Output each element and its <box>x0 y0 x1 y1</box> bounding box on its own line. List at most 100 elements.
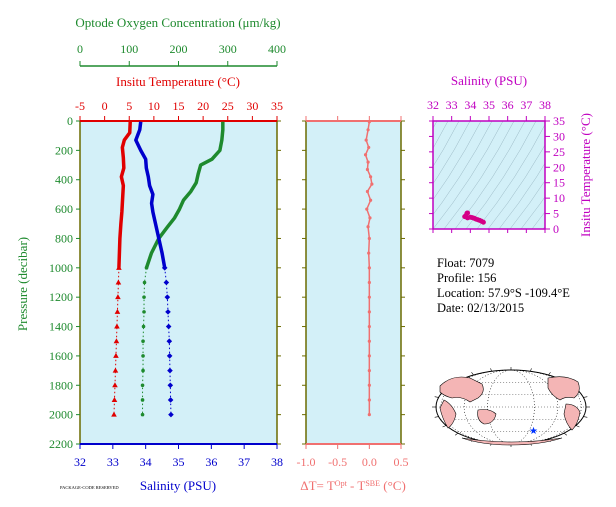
temperature-point <box>112 382 118 388</box>
ts-isopycnal-line <box>433 121 493 216</box>
delta-t-point <box>364 138 368 142</box>
ts-salinity-tick-label: 34 <box>464 98 476 112</box>
delta-t-tick-label: -0.5 <box>328 455 347 469</box>
ts-isopycnal-line <box>433 121 504 229</box>
ts-isopycnal-line <box>498 163 545 229</box>
delta-t-label-superscript: SBE <box>365 479 380 488</box>
salinity-tick-label: 37 <box>238 455 250 469</box>
ts-isopycnal-line <box>433 121 471 185</box>
ts-isopycnal-line <box>433 121 482 201</box>
ts-salinity-tick-label: 36 <box>502 98 514 112</box>
delta-t-point <box>367 295 371 299</box>
ts-temperature-label: Insitu Temperature (°C) <box>578 113 593 237</box>
temperature-point <box>113 352 119 358</box>
map-border-tick <box>583 396 588 398</box>
salinity-point <box>164 294 171 300</box>
delta-t-point <box>363 153 368 157</box>
temperature-point <box>114 323 120 329</box>
temperature-point <box>113 338 120 344</box>
delta-t-point <box>367 339 371 343</box>
temperature-tick-label: 25 <box>222 99 234 113</box>
delta-t-series <box>363 120 374 417</box>
pressure-tick-label: 2200 <box>49 437 73 451</box>
salinity-point <box>165 309 171 315</box>
temperature-line-upper <box>117 121 132 268</box>
map-border-tick <box>434 416 439 418</box>
delta-t-tick-label: 0.5 <box>394 455 409 469</box>
oxygen-point <box>141 368 145 373</box>
ts-salinity-tick-label: 35 <box>483 98 495 112</box>
delta-t-axis: -1.0 -0.5 0.0 0.5 <box>297 116 409 469</box>
profile-series <box>111 121 225 418</box>
date: Date: 02/13/2015 <box>437 301 525 315</box>
pressure-axis-label: Pressure (decibar) <box>15 237 30 331</box>
delta-t-point <box>367 398 371 402</box>
oxygen-tick-label: 0 <box>77 42 83 56</box>
temperature-tick-label: 10 <box>148 99 160 113</box>
delta-t-point <box>367 266 371 270</box>
oxygen-point <box>141 324 146 329</box>
temperature-tick-label: 0 <box>102 99 108 113</box>
delta-t-label-text: ΔT= T <box>300 478 335 493</box>
oxygen-axis: 0 100 200 300 400 <box>77 42 286 66</box>
pressure-tick-label: 800 <box>55 231 73 245</box>
temperature-point <box>116 264 122 270</box>
pressure-tick-label: 200 <box>55 143 73 157</box>
salinity-point <box>167 367 173 374</box>
salinity-tick-label: 32 <box>74 455 86 469</box>
float-id: Float: 7079 <box>437 256 495 270</box>
delta-t-panel: -1.0 -0.5 0.0 0.5 ΔT= TOpt - TSBE (°C) <box>297 116 409 493</box>
ts-isopycnal-line <box>443 121 515 229</box>
salinity-tick-label: 36 <box>205 455 217 469</box>
oxygen-point <box>141 354 145 358</box>
salinity-tick-label: 35 <box>173 455 185 469</box>
ts-temperature-tick-label: 0 <box>553 222 559 236</box>
map-meridian <box>463 369 559 445</box>
temperature-point <box>111 396 118 402</box>
profile-number: Profile: 156 <box>437 271 497 285</box>
delta-t-axis-label: ΔT= TOpt - TSBE (°C) <box>300 478 406 493</box>
map-border-tick <box>563 432 568 436</box>
ts-temperature-tick-label: 10 <box>553 191 565 205</box>
temperature-tick-label: -5 <box>75 99 85 113</box>
salinity-point <box>163 279 170 286</box>
oxygen-point <box>142 280 147 285</box>
delta-t-point <box>367 368 371 373</box>
pressure-tick-label: 1600 <box>49 349 73 363</box>
footnote: PACKAGE-CODE RESERVED <box>60 485 119 490</box>
oxygen-point <box>142 310 146 314</box>
pressure-tick-label: 1800 <box>49 378 73 392</box>
map-australia <box>477 409 497 425</box>
temperature-point <box>111 411 117 417</box>
salinity-line-lower <box>164 267 172 415</box>
map-border-tick <box>490 368 492 372</box>
map-north-america <box>547 376 580 401</box>
salinity-point <box>165 323 172 330</box>
temperature-point <box>115 279 122 285</box>
map-border-tick <box>471 372 474 376</box>
salinity-tick-label: 33 <box>107 455 119 469</box>
salinity-axis-label: Salinity (PSU) <box>140 478 216 493</box>
temperature-tick-label: 35 <box>271 99 283 113</box>
salinity-line-upper <box>134 121 167 269</box>
oxygen-point <box>140 398 145 402</box>
ts-point <box>480 219 486 225</box>
ts-isopycnal-line <box>520 196 545 229</box>
map-africa-edge <box>439 399 457 429</box>
ts-isopycnal-line <box>487 144 545 229</box>
salinity-point <box>168 411 174 418</box>
map-border-tick <box>442 425 447 428</box>
oxygen-point <box>140 412 145 417</box>
pressure-tick-label: 2000 <box>49 408 73 422</box>
ts-salinity-tick-label: 32 <box>427 98 439 112</box>
temperature-tick-label: 20 <box>197 99 209 113</box>
map-antarctica <box>461 437 563 446</box>
pressure-tick-label: 400 <box>55 173 73 187</box>
map-border-tick <box>575 425 580 428</box>
ts-temperature-tick-label: 15 <box>553 176 565 190</box>
pressure-tick-label: 600 <box>55 202 73 216</box>
oxygen-axis-label: Optode Oxygen Concentration (μm/kg) <box>75 15 280 30</box>
